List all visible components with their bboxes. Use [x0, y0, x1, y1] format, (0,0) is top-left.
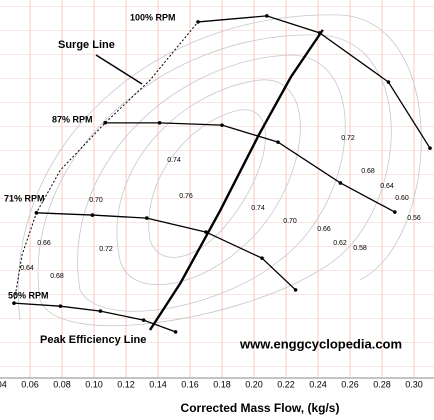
watermark: www.enggcyclopedia.com [239, 336, 402, 351]
surge-label: Surge Line [58, 39, 115, 51]
speed-point [293, 288, 298, 292]
contour-label: 0.76 [179, 193, 193, 200]
surge-line [13, 21, 199, 304]
contour-label: 0.74 [167, 157, 181, 164]
speed-line [105, 122, 396, 213]
speed-point [428, 146, 432, 150]
speed-point [265, 14, 269, 18]
contour-label: 0.64 [20, 265, 34, 272]
speed-point [220, 123, 224, 127]
x-tick-label: 0.30 [405, 379, 423, 389]
speed-point [196, 20, 200, 24]
speed-point [90, 213, 95, 217]
contour-label: 0.66 [37, 240, 51, 247]
x-tick-label: 0.08 [53, 379, 71, 389]
contour-label: 0.66 [317, 226, 331, 233]
speed-point [58, 304, 63, 308]
speed-point [393, 210, 397, 214]
contour-label: 0.70 [283, 218, 297, 225]
x-tick-label: 0.04 [0, 379, 7, 389]
x-tick-label: 0.20 [245, 379, 263, 389]
speed-point [145, 216, 149, 220]
x-tick-label: 0.26 [341, 379, 359, 389]
speed-point [386, 80, 391, 84]
contour-label: 0.70 [89, 197, 103, 204]
contour-label: 0.60 [395, 195, 409, 202]
peak-efficiency-line [148, 29, 324, 331]
speed-point [338, 181, 343, 185]
contour-label: 0.58 [353, 245, 367, 252]
contour-label: 0.72 [99, 246, 113, 253]
speed-label: 87% RPM [52, 114, 93, 124]
speed-label: 71% RPM [4, 193, 45, 203]
surge-arrow [95, 54, 143, 85]
x-tick-label: 0.14 [149, 379, 167, 389]
contour-label: 0.74 [251, 205, 265, 212]
speed-point [98, 309, 103, 313]
x-tick-label: 0.28 [373, 379, 391, 389]
speed-point [276, 140, 280, 144]
contour-label: 0.62 [333, 240, 347, 247]
x-tick-label: 0.06 [21, 379, 39, 389]
x-tick-label: 0.22 [277, 379, 295, 389]
peak-label: Peak Efficiency Line [40, 334, 146, 346]
contour-label: 0.56 [407, 215, 421, 222]
speed-point [103, 121, 107, 125]
contour-label: 0.68 [361, 168, 375, 175]
speed-point [141, 318, 146, 322]
x-axis-title: Corrected Mass Flow, (kg/s) [181, 401, 340, 415]
x-tick-label: 0.16 [181, 379, 199, 389]
speed-label: 50% RPM [8, 290, 49, 300]
x-tick-label: 0.18 [213, 379, 231, 389]
x-tick-label: 0.10 [85, 379, 103, 389]
speed-point [173, 330, 178, 334]
speed-line [36, 212, 297, 291]
speed-label: 100% RPM [130, 12, 176, 22]
contour-label: 0.64 [380, 183, 394, 190]
contour-label: 0.72 [341, 135, 355, 142]
x-tick-label: 0.24 [309, 379, 327, 389]
efficiency-contours [17, 14, 422, 327]
speed-point [12, 301, 16, 305]
contour-label: 0.68 [50, 273, 64, 280]
speed-point [34, 211, 39, 215]
x-tick-label: 0.12 [117, 379, 135, 389]
grid-background [0, 0, 434, 378]
speed-point [260, 256, 264, 260]
speed-point [157, 121, 162, 125]
